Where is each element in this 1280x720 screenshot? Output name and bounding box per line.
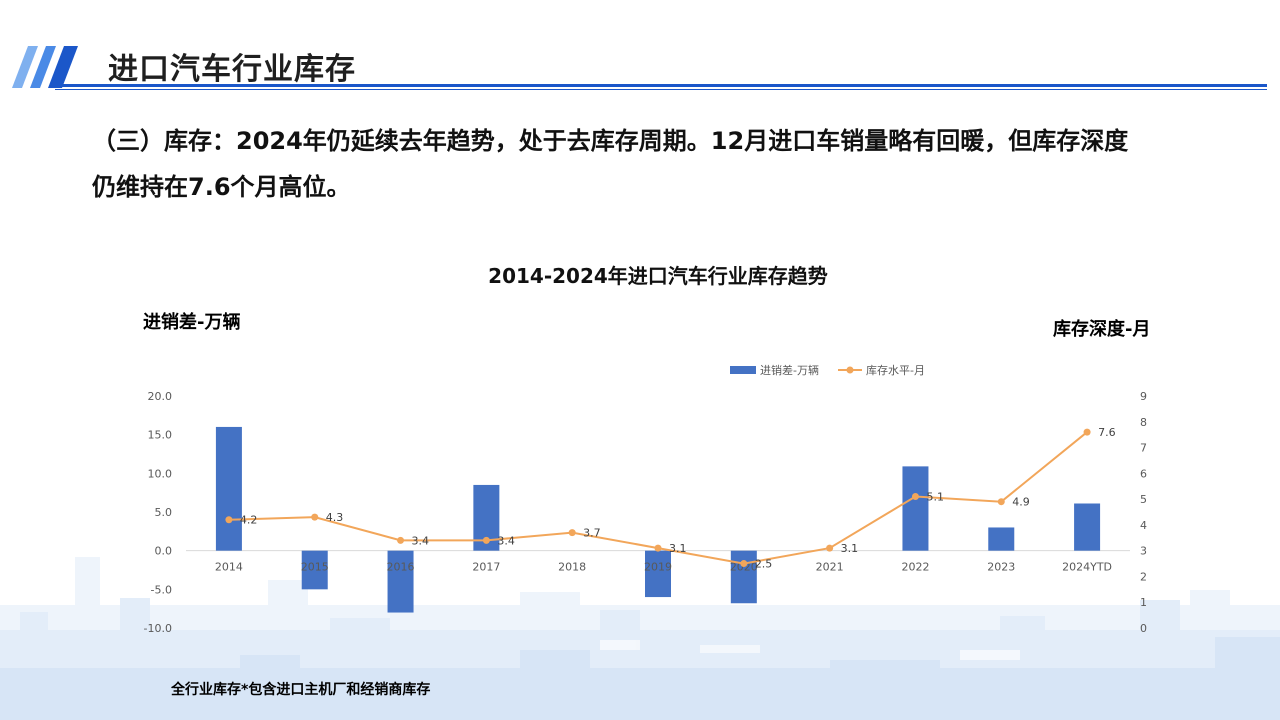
right-axis-tick-label: 9 <box>1140 390 1147 403</box>
legend-line-label: 库存水平-月 <box>866 363 925 377</box>
data-label: 3.1 <box>669 542 687 555</box>
summary-line-2: 仍维持在7.6个月高位。 <box>92 173 351 201</box>
chart-title: 2014-2024年进口汽车行业库存趋势 <box>488 264 828 288</box>
line-point <box>911 493 919 501</box>
left-axis-tick-label: -5.0 <box>151 583 172 596</box>
header-stripes-icon <box>12 46 78 88</box>
data-label: 3.1 <box>841 542 859 555</box>
left-axis-tick-label: 5.0 <box>155 506 173 519</box>
right-axis-tick-label: 4 <box>1140 519 1147 532</box>
data-label: 3.4 <box>497 534 515 547</box>
x-axis-tick-label: 2021 <box>816 561 844 574</box>
left-axis-tick-label: -10.0 <box>144 622 172 635</box>
line-point <box>997 498 1005 506</box>
right-axis-tick-label: 6 <box>1140 467 1147 480</box>
legend-bar-swatch <box>730 366 756 374</box>
line-point <box>482 536 490 544</box>
left-axis-tick-label: 0.0 <box>155 545 173 558</box>
x-axis-tick-label: 2022 <box>901 561 929 574</box>
line-point <box>826 544 834 552</box>
left-axis-tick-label: 15.0 <box>148 429 173 442</box>
x-axis-tick-label: 2016 <box>387 561 415 574</box>
line-point <box>740 560 748 568</box>
line-point <box>397 536 405 544</box>
left-axis-tick-label: 20.0 <box>148 390 173 403</box>
bar <box>387 550 414 613</box>
bar <box>215 426 242 551</box>
x-axis-tick-label: 2024YTD <box>1062 561 1112 574</box>
header-divider <box>55 84 1267 87</box>
left-axis-title: 进销差-万辆 <box>143 312 241 333</box>
bar <box>988 527 1015 551</box>
data-label: 3.4 <box>412 534 430 547</box>
summary-line-1: （三）库存：2024年仍延续去年趋势，处于去库存周期。12月进口车销量略有回暖，… <box>92 127 1129 155</box>
right-axis-tick-label: 2 <box>1140 570 1147 583</box>
legend-line-marker <box>846 366 854 374</box>
line-point <box>568 529 576 537</box>
right-axis-tick-label: 0 <box>1140 622 1147 635</box>
data-label: 4.9 <box>1012 496 1030 509</box>
left-axis-tick-label: 10.0 <box>148 467 173 480</box>
line-point <box>654 544 662 552</box>
right-axis-tick-label: 5 <box>1140 493 1147 506</box>
x-axis-tick-label: 2018 <box>558 561 586 574</box>
bar <box>645 550 671 598</box>
x-axis-tick-label: 2014 <box>215 561 243 574</box>
line-series-path <box>228 431 1088 565</box>
footnote: 全行业库存*包含进口主机厂和经销商库存 <box>171 682 431 698</box>
summary-text: （三）库存：2024年仍延续去年趋势，处于去库存周期。12月进口车销量略有回暖，… <box>92 118 1232 210</box>
bar <box>301 550 328 590</box>
legend-bar-label: 进销差-万辆 <box>760 363 819 377</box>
header-divider-thin <box>55 89 1267 90</box>
right-axis-tick-label: 3 <box>1140 545 1147 558</box>
right-axis-tick-label: 7 <box>1140 442 1147 455</box>
x-axis-tick-label: 2015 <box>301 561 329 574</box>
bar <box>730 550 757 604</box>
x-axis-tick-label: 2017 <box>472 561 500 574</box>
line-point <box>311 513 319 521</box>
data-label: 4.3 <box>326 511 344 524</box>
data-label: 4.2 <box>240 514 258 527</box>
page-title: 进口汽车行业库存 <box>108 52 356 87</box>
data-label: 3.7 <box>583 527 601 540</box>
x-axis-tick-label: 2020 <box>730 561 758 574</box>
line-point <box>1083 428 1091 436</box>
bar <box>1074 503 1101 551</box>
bar <box>902 466 929 551</box>
line-point <box>225 516 233 524</box>
right-axis-tick-label: 1 <box>1140 596 1147 609</box>
right-axis-title: 库存深度-月 <box>1053 319 1151 340</box>
x-axis-tick-label: 2023 <box>987 561 1015 574</box>
data-label: 5.1 <box>926 491 944 504</box>
x-axis-tick-label: 2019 <box>644 561 672 574</box>
data-label: 7.6 <box>1098 426 1116 439</box>
right-axis-tick-label: 8 <box>1140 416 1147 429</box>
data-label: 2.5 <box>755 558 773 571</box>
